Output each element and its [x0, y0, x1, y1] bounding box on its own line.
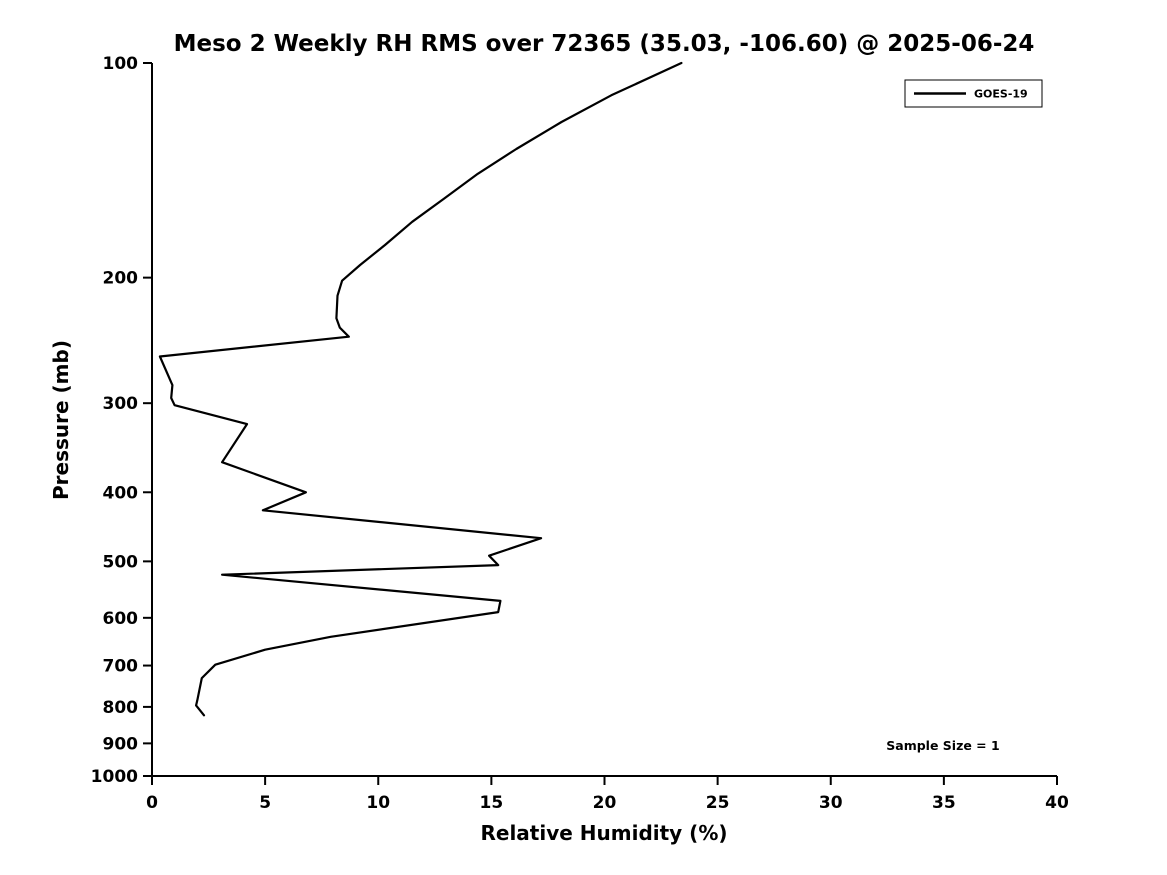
legend: GOES-19 — [904, 79, 1043, 108]
x-tick-label: 30 — [819, 793, 843, 813]
y-tick-label: 400 — [103, 483, 139, 503]
sample-size-annotation: Sample Size = 1 — [886, 738, 999, 753]
series-line-goes-19 — [158, 61, 683, 717]
y-tick-label: 1000 — [91, 767, 138, 787]
x-axis-label: Relative Humidity (%) — [480, 821, 727, 845]
y-tick-label: 100 — [103, 54, 139, 74]
y-tick-label: 300 — [103, 394, 139, 414]
x-tick-label: 5 — [259, 793, 271, 813]
x-tick-label: 0 — [146, 793, 158, 813]
x-tick-label: 40 — [1045, 793, 1069, 813]
x-tick-label: 25 — [706, 793, 730, 813]
x-tick-label: 15 — [480, 793, 504, 813]
x-tick-label: 35 — [932, 793, 956, 813]
y-tick-label: 600 — [103, 609, 139, 629]
x-tick-label: 10 — [366, 793, 390, 813]
y-tick-label: 800 — [103, 698, 139, 718]
x-tick-label: 20 — [593, 793, 617, 813]
y-tick-label: 200 — [103, 269, 139, 289]
y-tick-label: 700 — [103, 657, 139, 677]
legend-label: GOES-19 — [974, 88, 1028, 101]
chart-title: Meso 2 Weekly RH RMS over 72365 (35.03, … — [174, 31, 1035, 57]
y-tick-label: 900 — [103, 734, 139, 754]
axes: 0 5 10 15 20 25 30 35 40 100 200 300 400 500 600 700 800… — [91, 54, 1069, 813]
y-axis-label: Pressure (mb) — [49, 340, 73, 500]
series-group — [158, 61, 683, 717]
y-tick-label: 500 — [103, 552, 139, 572]
